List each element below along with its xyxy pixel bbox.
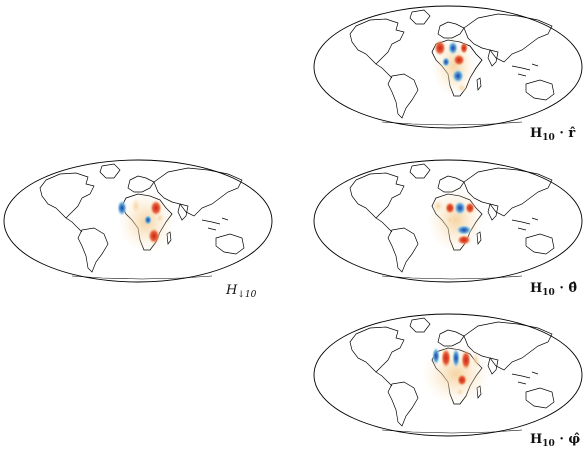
caption-h10-phi: H10 · φ̂ bbox=[530, 432, 581, 449]
field-pattern-theta bbox=[428, 188, 484, 252]
field-pattern-r bbox=[432, 36, 476, 96]
caption-h10-r: H10 · r̂ bbox=[530, 126, 576, 143]
map-h10-phi bbox=[313, 313, 583, 437]
map-panel-h10-theta bbox=[312, 158, 584, 284]
map-h10-r bbox=[313, 5, 583, 129]
map-panel-h10-phi bbox=[312, 312, 584, 438]
map-hdown10 bbox=[3, 159, 273, 283]
caption-h10-theta: H10 · θ̂ bbox=[530, 281, 578, 298]
caption-hdown10: H↓10 bbox=[226, 283, 257, 300]
map-panel-h10-r bbox=[312, 4, 584, 130]
map-h10-theta bbox=[313, 159, 583, 283]
field-pattern-phi bbox=[422, 344, 490, 404]
map-panel-hdown10 bbox=[2, 158, 274, 284]
